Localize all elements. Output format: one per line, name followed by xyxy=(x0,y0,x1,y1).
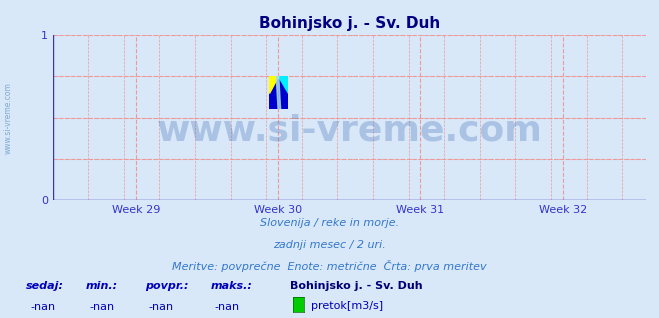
Text: Bohinjsko j. - Sv. Duh: Bohinjsko j. - Sv. Duh xyxy=(290,281,422,291)
Text: Slovenija / reke in morje.: Slovenija / reke in morje. xyxy=(260,218,399,228)
Text: www.si-vreme.com: www.si-vreme.com xyxy=(156,114,542,148)
Text: pretok[m3/s]: pretok[m3/s] xyxy=(311,301,383,311)
Text: -nan: -nan xyxy=(30,302,55,312)
Text: -nan: -nan xyxy=(90,302,115,312)
Text: maks.:: maks.: xyxy=(211,281,253,291)
Polygon shape xyxy=(276,76,281,109)
Title: Bohinjsko j. - Sv. Duh: Bohinjsko j. - Sv. Duh xyxy=(258,16,440,31)
Polygon shape xyxy=(279,76,287,93)
Text: Meritve: povprečne  Enote: metrične  Črta: prva meritev: Meritve: povprečne Enote: metrične Črta:… xyxy=(172,260,487,272)
Text: povpr.:: povpr.: xyxy=(145,281,188,291)
Text: zadnji mesec / 2 uri.: zadnji mesec / 2 uri. xyxy=(273,240,386,250)
Text: min.:: min.: xyxy=(86,281,118,291)
Text: -nan: -nan xyxy=(149,302,174,312)
Polygon shape xyxy=(270,76,279,93)
Text: www.si-vreme.com: www.si-vreme.com xyxy=(4,82,13,154)
Polygon shape xyxy=(270,76,287,109)
Text: sedaj:: sedaj: xyxy=(26,281,65,291)
Text: -nan: -nan xyxy=(215,302,240,312)
